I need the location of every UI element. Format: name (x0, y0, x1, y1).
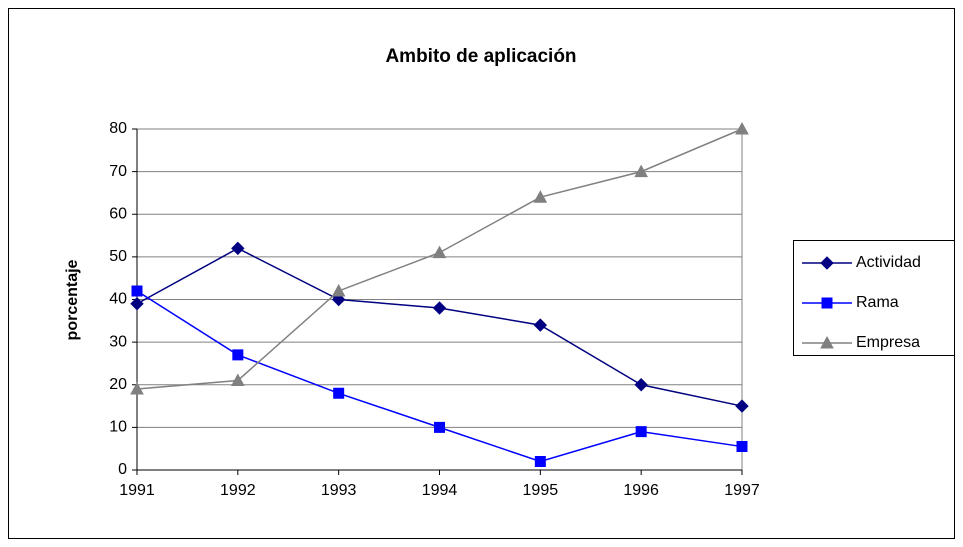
marker (331, 283, 346, 297)
marker (736, 441, 748, 453)
y-tick-label: 70 (109, 163, 127, 180)
marker (131, 285, 143, 297)
marker (432, 301, 447, 315)
marker (735, 121, 749, 135)
y-tick-label: 20 (109, 376, 127, 393)
marker (230, 373, 245, 386)
x-tick-label: 1995 (523, 482, 559, 499)
marker (634, 164, 649, 178)
marker (635, 426, 647, 438)
x-tick-label: 1994 (422, 482, 458, 499)
y-tick-label: 30 (109, 333, 127, 350)
y-tick-label: 80 (109, 120, 127, 137)
legend-label: Rama (856, 294, 899, 311)
x-tick-label: 1992 (220, 482, 256, 499)
x-tick-label: 1991 (119, 482, 155, 499)
marker (434, 421, 445, 433)
marker (231, 241, 245, 256)
marker (432, 245, 447, 259)
marker (821, 297, 833, 309)
chart-title: Ambito de aplicación (385, 46, 576, 67)
marker (130, 297, 144, 311)
marker (130, 381, 144, 395)
marker (331, 292, 346, 307)
marker (333, 387, 345, 399)
marker (820, 335, 834, 349)
marker (534, 455, 546, 467)
legend-label: Empresa (856, 334, 920, 351)
legend-box (793, 240, 955, 356)
marker (232, 349, 244, 361)
marker (533, 318, 548, 332)
marker (533, 190, 548, 203)
legend-label: Actividad (856, 254, 921, 271)
y-tick-label: 40 (109, 291, 127, 308)
y-tick-label: 0 (118, 461, 127, 478)
y-tick-label: 50 (109, 248, 127, 265)
marker (820, 256, 834, 270)
y-axis-label: porcentaje (64, 259, 81, 340)
marker (634, 378, 648, 392)
x-tick-label: 1996 (623, 482, 659, 499)
x-tick-label: 1997 (724, 482, 760, 499)
marker (735, 399, 749, 413)
y-tick-label: 10 (109, 419, 127, 436)
x-tick-label: 1993 (321, 482, 357, 499)
y-tick-label: 60 (109, 205, 127, 222)
